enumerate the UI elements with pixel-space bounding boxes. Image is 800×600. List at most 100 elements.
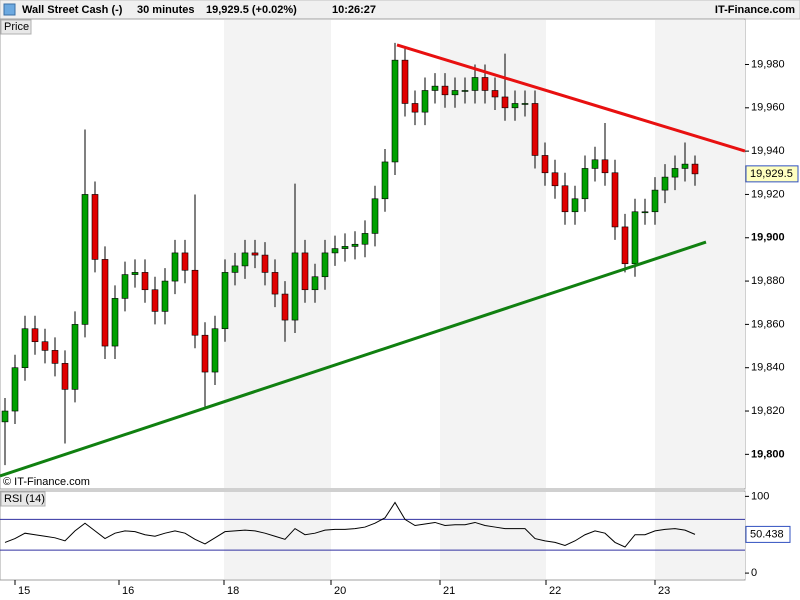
candle-body xyxy=(581,168,589,200)
candle-body xyxy=(621,226,629,265)
candle-body xyxy=(611,172,619,228)
candle-body xyxy=(341,246,349,249)
y-tick-label: 19,920 xyxy=(751,188,785,200)
candle-body xyxy=(431,85,439,91)
candle-body xyxy=(521,103,529,105)
candle-body xyxy=(571,198,579,213)
trendline xyxy=(396,43,746,153)
brand: IT-Finance.com xyxy=(715,4,795,16)
candle-body xyxy=(671,168,679,178)
last-price-label: 19,929.5 xyxy=(750,168,793,180)
candle-body xyxy=(251,252,259,256)
candle-body xyxy=(161,280,169,312)
panel-label-box xyxy=(0,491,46,507)
time: 10:26:27 xyxy=(332,4,376,16)
candle-body xyxy=(491,90,499,98)
rsi-line xyxy=(4,501,696,548)
candle-body xyxy=(221,272,229,330)
candle-body xyxy=(631,211,639,265)
candle-body xyxy=(231,265,239,273)
candle-body xyxy=(421,90,429,113)
candle-body xyxy=(211,328,219,373)
candle-body xyxy=(51,350,59,364)
candle-body xyxy=(241,252,249,267)
rsi-panel: 0 100 RSI (14) 50.438 xyxy=(0,490,791,581)
candle-body xyxy=(131,272,139,275)
candle-body xyxy=(121,274,129,299)
last-value-box xyxy=(745,525,791,543)
day-shade xyxy=(655,492,745,579)
candle-body xyxy=(111,298,119,347)
candle-body xyxy=(481,77,489,91)
candle-body xyxy=(451,90,459,96)
trendline xyxy=(0,240,707,478)
candle-body xyxy=(61,363,69,390)
header: Wall Street Cash (-) 30 minutes 19,929.5… xyxy=(0,0,800,20)
candle-body xyxy=(191,269,199,336)
instrument: Wall Street Cash (-) xyxy=(22,4,123,16)
candle-body xyxy=(541,155,549,174)
plot-area xyxy=(0,18,746,490)
candle-body xyxy=(81,194,89,325)
x-tick-label: 15 xyxy=(18,585,30,597)
candle-body xyxy=(501,96,509,109)
day-shade xyxy=(224,20,331,488)
candle-body xyxy=(551,172,559,187)
y-tick-label: 19,840 xyxy=(751,362,785,374)
candle-body xyxy=(261,254,269,273)
x-tick-label: 16 xyxy=(122,585,134,597)
candle-body xyxy=(461,90,469,92)
candle-body xyxy=(441,85,449,96)
x-tick-label: 22 xyxy=(549,585,561,597)
candle-body xyxy=(331,248,339,254)
icon xyxy=(3,3,16,16)
candle-body xyxy=(601,159,609,174)
candle-body xyxy=(141,272,149,291)
x-axis: 15 16 18 20 21 22 23 xyxy=(14,580,670,597)
candle-body xyxy=(591,159,599,169)
panel-label-box xyxy=(0,19,32,35)
y-tick-label: 19,980 xyxy=(751,58,785,70)
candle-body xyxy=(101,259,109,347)
candle-body xyxy=(511,103,519,109)
candle-body xyxy=(561,185,569,213)
candle-body xyxy=(21,328,29,369)
candle-body xyxy=(651,189,659,213)
candle-body xyxy=(41,341,49,351)
y-tick-label: 19,960 xyxy=(751,102,785,114)
candle-body xyxy=(321,252,329,278)
candle-body xyxy=(281,293,289,321)
y-tick-label: 0 xyxy=(751,567,757,579)
candle-body xyxy=(271,272,279,295)
candle-body xyxy=(31,328,39,343)
candle-body xyxy=(151,289,159,312)
y-tick-label: 19,820 xyxy=(751,405,785,417)
candle-body xyxy=(371,198,379,234)
x-tick-label: 23 xyxy=(658,585,670,597)
candle-body xyxy=(661,176,669,191)
x-tick-label: 18 xyxy=(227,585,239,597)
candle-body xyxy=(291,252,299,321)
candle-body xyxy=(401,59,409,104)
candle-body xyxy=(201,334,209,373)
plot-area xyxy=(0,490,746,581)
candle-body xyxy=(351,243,359,247)
candle-body xyxy=(471,77,479,91)
candle-body xyxy=(531,103,539,156)
candle-body xyxy=(91,194,99,260)
candle-body xyxy=(641,211,649,214)
y-tick-label: 100 xyxy=(751,490,769,502)
interval: 30 minutes xyxy=(137,4,194,16)
day-shade xyxy=(440,492,546,579)
candle-body xyxy=(361,233,369,245)
last-value-label: 50.438 xyxy=(750,528,784,540)
candle-body xyxy=(71,324,79,390)
candle-body xyxy=(301,252,309,291)
candle-body xyxy=(181,252,189,271)
watermark: © IT-Finance.com xyxy=(3,476,90,488)
x-tick-label: 20 xyxy=(334,585,346,597)
candle-body xyxy=(1,410,9,423)
panel-label: RSI (14) xyxy=(4,493,45,505)
price-panel: 19,800 19,820 19,840 19,860 19,880 19,900 19,9… xyxy=(0,18,799,490)
y-tick-label: 19,800 xyxy=(751,448,785,460)
